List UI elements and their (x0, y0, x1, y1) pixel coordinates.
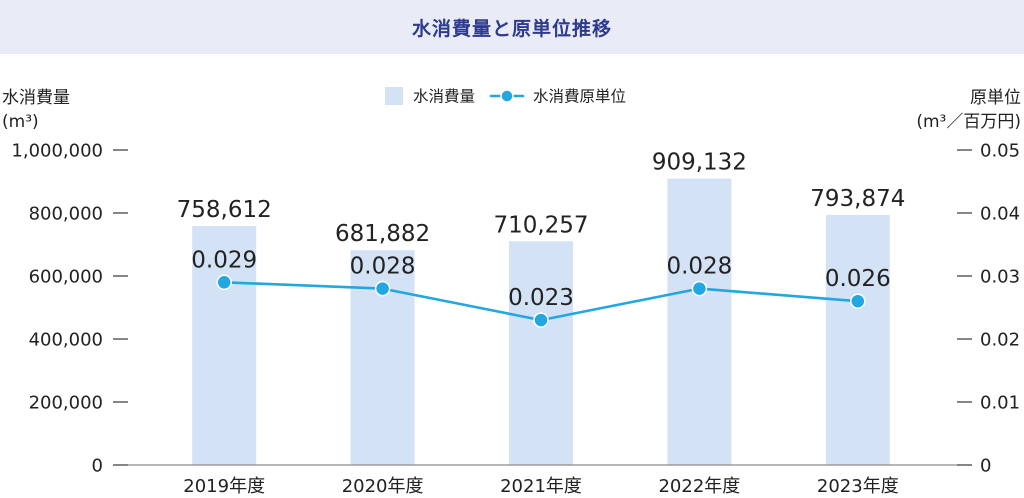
left-y-tick-label: 200,000 (29, 393, 103, 414)
intensity-point (850, 293, 866, 309)
x-category-label: 2019年度 (183, 476, 265, 497)
axes: 0 200,000 400,000 600,000 800,000 1,000,000 0 0… (11, 141, 1020, 498)
chart-header: 水消費量と原単位推移 (0, 0, 1024, 54)
right-axis-unit: (m³／百万円) (916, 112, 1021, 132)
bar-value-label: 758,612 (177, 197, 272, 223)
left-y-tick-label: 0 (92, 456, 103, 477)
bar-value-label: 681,882 (335, 221, 430, 247)
intensity-point (533, 312, 549, 328)
intensity-point (374, 280, 391, 297)
right-y-tick-label: 0.02 (980, 330, 1020, 351)
intensity-value-label: 0.029 (191, 247, 257, 273)
intensity-value-label: 0.026 (825, 266, 891, 292)
x-category-label: 2021年度 (500, 476, 582, 497)
water-consumption-bar (192, 226, 257, 465)
bar-value-label: 710,257 (493, 212, 588, 238)
left-y-tick-label: 800,000 (29, 204, 103, 225)
left-axis-title: 水消費量 (2, 88, 70, 108)
legend-label-intensity: 水消費原単位 (533, 88, 626, 106)
right-y-tick-label: 0.03 (980, 267, 1020, 288)
x-category-label: 2023年度 (817, 476, 899, 497)
legend-label-water-consumption: 水消費量 (413, 88, 475, 106)
intensity-value-label: 0.028 (666, 254, 732, 280)
intensity-value-label: 0.028 (350, 254, 416, 280)
legend: 水消費量 水消費原単位 (385, 87, 626, 106)
bar-value-label: 793,874 (810, 186, 905, 212)
left-y-tick-label: 400,000 (29, 330, 103, 351)
bar-series (192, 178, 890, 465)
intensity-value-label: 0.023 (508, 285, 574, 311)
intensity-point (216, 274, 232, 291)
x-category-label: 2020年度 (342, 476, 424, 497)
chart-title: 水消費量と原単位推移 (411, 17, 612, 40)
left-axis-unit: (m³) (2, 112, 39, 132)
bar-value-label: 909,132 (652, 150, 747, 176)
axis-titles: 水消費量 (m³) 原単位 (m³／百万円) (2, 88, 1021, 132)
line-series (216, 274, 866, 328)
water-consumption-bar (509, 241, 573, 465)
right-y-tick-label: 0.01 (980, 393, 1020, 414)
water-consumption-bar (825, 214, 890, 465)
legend-point-swatch (500, 89, 514, 103)
right-y-tick-label: 0.04 (980, 204, 1020, 225)
intensity-point (691, 280, 708, 297)
left-y-tick-label: 600,000 (29, 267, 103, 288)
right-axis-title: 原単位 (970, 88, 1021, 108)
left-y-tick-label: 1,000,000 (11, 141, 103, 162)
right-y-tick-label: 0.05 (980, 141, 1020, 162)
water-consumption-bar (667, 178, 732, 465)
legend-bar-swatch (385, 87, 403, 105)
data-labels: 758,612 681,882 710,257 909,132 793,874 0.029… (177, 150, 906, 311)
right-y-tick-label: 0 (980, 456, 991, 477)
x-category-label: 2022年度 (658, 476, 740, 497)
